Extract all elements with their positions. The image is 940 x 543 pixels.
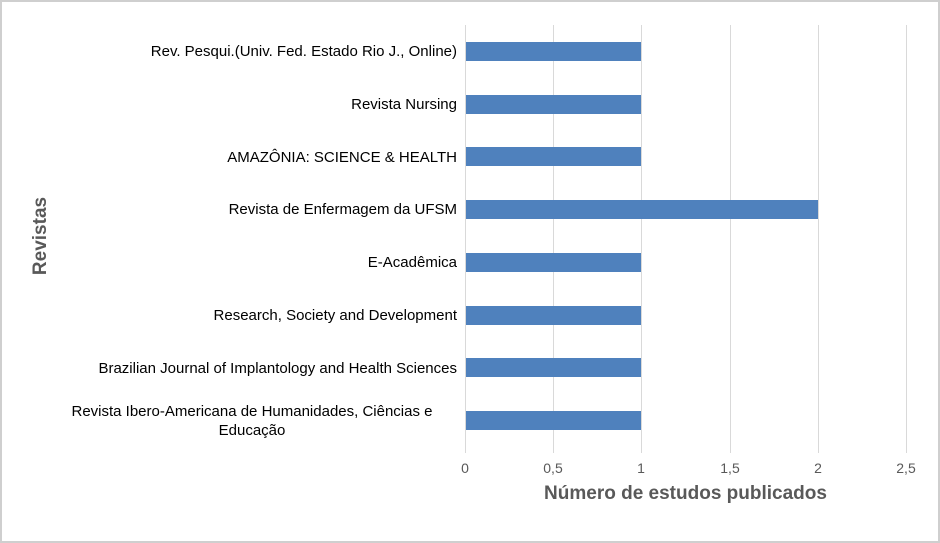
category-label: Brazilian Journal of Implantology and He… — [98, 360, 457, 377]
plot-area — [465, 25, 907, 447]
x-axis-title: Número de estudos publicados — [544, 483, 827, 504]
gridline-x-0,5 — [553, 25, 554, 447]
category-label: Rev. Pesqui.(Univ. Fed. Estado Rio J., O… — [150, 43, 457, 60]
bar-2 — [466, 147, 641, 166]
category-label: Revista Ibero-Americana de Humanidades, … — [71, 402, 433, 439]
gridline-x-1,5 — [730, 25, 731, 447]
category-label-row: AMAZÔNIA: SCIENCE & HEALTH — [47, 131, 457, 184]
x-tick-label: 0,5 — [543, 460, 563, 476]
bar-6 — [466, 358, 641, 377]
category-label-row: Revista Nursing — [47, 78, 457, 131]
tick-mark — [465, 447, 466, 453]
bar-0 — [466, 42, 641, 61]
category-label-row: Revista de Enfermagem da UFSM — [47, 183, 457, 236]
x-tick-label: 2 — [814, 460, 822, 476]
bar-1 — [466, 95, 641, 114]
tick-mark — [553, 447, 554, 453]
category-label-row: Research, Society and Development — [47, 289, 457, 342]
x-tick-label: 1,5 — [720, 460, 740, 476]
tick-mark — [818, 447, 819, 453]
tick-mark — [906, 447, 907, 453]
category-axis-labels: Rev. Pesqui.(Univ. Fed. Estado Rio J., O… — [47, 25, 457, 447]
gridline-x-2 — [818, 25, 819, 447]
bar-4 — [466, 253, 641, 272]
category-label-row: Revista Ibero-Americana de Humanidades, … — [47, 394, 457, 447]
category-label: E-Acadêmica — [367, 254, 457, 271]
bar-7 — [466, 411, 641, 430]
category-label: AMAZÔNIA: SCIENCE & HEALTH — [227, 149, 457, 166]
category-label-row: Rev. Pesqui.(Univ. Fed. Estado Rio J., O… — [47, 25, 457, 78]
bar-3 — [466, 200, 818, 219]
gridline-x-1 — [641, 25, 642, 447]
gridline-x-2,5 — [906, 25, 907, 447]
x-tick-label: 2,5 — [896, 460, 916, 476]
category-label-row: Brazilian Journal of Implantology and He… — [47, 342, 457, 395]
tick-mark — [641, 447, 642, 453]
category-label: Research, Society and Development — [213, 307, 457, 324]
category-label: Revista de Enfermagem da UFSM — [228, 201, 457, 218]
gridline-x-0 — [465, 25, 466, 447]
category-label: Revista Nursing — [351, 96, 457, 113]
x-tick-label: 0 — [461, 460, 469, 476]
bar-5 — [466, 306, 641, 325]
x-tick-label: 1 — [637, 460, 645, 476]
tick-mark — [730, 447, 731, 453]
category-label-row: E-Acadêmica — [47, 236, 457, 289]
